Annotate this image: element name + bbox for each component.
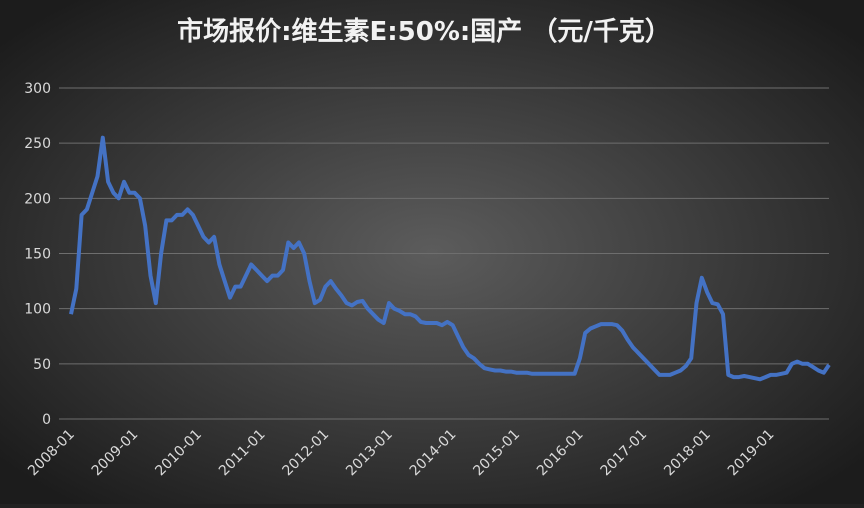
y-tick-label: 50 <box>33 357 51 373</box>
y-tick-label: 200 <box>24 191 51 207</box>
y-tick-label: 300 <box>24 81 51 97</box>
y-tick-label: 0 <box>42 412 51 428</box>
chart-title: 市场报价:维生素E:50%:国产 （元/千克） <box>177 16 671 47</box>
line <box>69 135 831 382</box>
y-tick-label: 250 <box>24 136 51 152</box>
y-tick-label: 100 <box>24 302 51 318</box>
y-tick-label: 150 <box>24 247 51 263</box>
